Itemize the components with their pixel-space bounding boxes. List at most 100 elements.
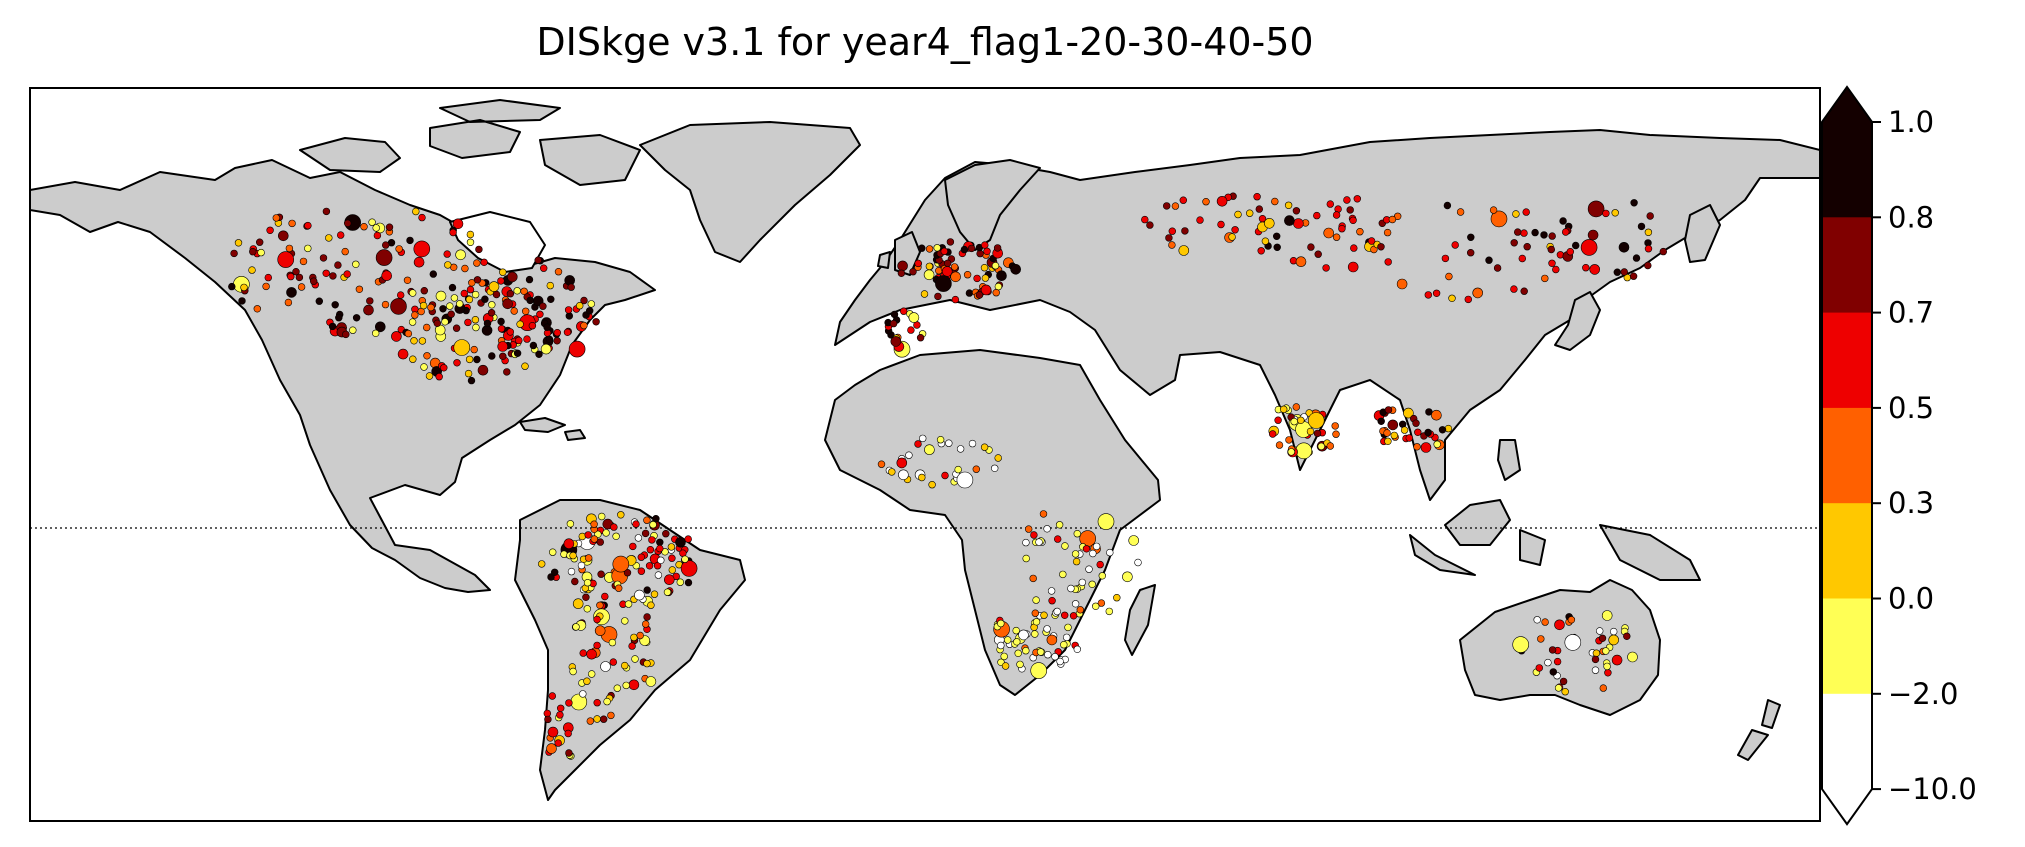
map-panel: [29, 87, 1821, 822]
station-marker: [456, 300, 464, 308]
station-marker: [603, 697, 611, 706]
station-marker: [1591, 666, 1600, 674]
station-marker: [936, 436, 945, 444]
station-marker: [1165, 234, 1173, 242]
station-marker: [1113, 593, 1121, 602]
station-marker: [610, 523, 618, 531]
station-marker: [1412, 419, 1420, 427]
station-marker: [1592, 649, 1601, 657]
station-marker: [1022, 554, 1030, 563]
station-marker: [963, 271, 972, 279]
station-marker: [934, 292, 942, 301]
colorbar-tick-label: 1.0: [1888, 105, 1934, 139]
station-marker: [994, 282, 1003, 291]
station-marker: [668, 554, 676, 562]
colorbar-bin: [1822, 217, 1872, 314]
colorbar-bin: [1822, 312, 1872, 409]
station-marker: [1297, 416, 1305, 424]
station-marker: [488, 352, 496, 360]
station-marker: [1088, 580, 1096, 588]
station-marker: [654, 571, 663, 579]
station-marker: [1307, 412, 1325, 429]
greenland: [639, 121, 861, 263]
station-marker: [1022, 538, 1030, 547]
station-marker: [1347, 261, 1359, 273]
station-marker: [1031, 609, 1040, 617]
station-marker: [657, 556, 665, 564]
station-marker: [1307, 243, 1315, 251]
station-marker: [481, 295, 489, 303]
station-marker: [991, 262, 1000, 270]
station-marker: [466, 238, 475, 247]
station-marker: [1448, 294, 1456, 302]
station-marker: [253, 305, 261, 313]
station-marker: [526, 296, 534, 305]
station-marker: [433, 319, 441, 327]
station-marker: [632, 520, 640, 528]
station-marker: [1438, 426, 1447, 434]
station-marker: [502, 298, 513, 310]
station-marker: [965, 289, 974, 297]
station-marker: [1261, 237, 1270, 245]
station-marker: [1010, 263, 1022, 275]
station-marker: [1322, 264, 1330, 272]
station-marker: [262, 282, 270, 291]
station-marker: [997, 619, 1005, 628]
station-marker: [945, 439, 953, 447]
station-marker: [335, 314, 343, 322]
station-marker: [1485, 256, 1493, 264]
station-marker: [521, 362, 529, 370]
station-marker: [916, 334, 925, 342]
station-marker: [304, 244, 312, 253]
station-marker: [343, 270, 351, 278]
station-marker: [322, 269, 330, 277]
station-marker: [1623, 632, 1631, 640]
station-marker: [418, 337, 427, 345]
station-marker: [587, 300, 595, 308]
new-zealand: [1737, 699, 1781, 761]
station-marker: [1405, 434, 1414, 442]
station-marker: [1061, 542, 1069, 550]
station-marker: [1024, 525, 1033, 533]
station-marker: [572, 623, 580, 631]
station-marker: [1092, 542, 1101, 551]
station-marker: [466, 285, 475, 294]
station-marker: [622, 681, 630, 690]
colorbar-tick-label: −10.0: [1888, 772, 1977, 806]
station-marker: [1537, 635, 1545, 643]
station-marker: [1072, 557, 1081, 566]
station-marker: [1279, 405, 1288, 413]
station-marker: [590, 520, 598, 528]
station-marker: [593, 715, 601, 723]
station-marker: [1228, 233, 1236, 241]
station-marker: [465, 355, 474, 364]
station-marker: [553, 337, 561, 345]
station-marker: [529, 341, 538, 350]
station-marker: [1285, 436, 1293, 444]
station-marker: [583, 677, 591, 685]
station-marker: [584, 554, 593, 562]
station-marker: [287, 272, 295, 281]
station-marker: [1611, 209, 1619, 217]
station-marker: [565, 699, 573, 707]
caribbean-islands: [519, 417, 586, 441]
station-marker: [914, 440, 922, 448]
station-marker: [1268, 430, 1277, 438]
station-marker: [1512, 210, 1520, 218]
station-marker: [1644, 228, 1653, 237]
station-marker: [397, 291, 405, 299]
station-marker: [1613, 268, 1622, 276]
station-marker: [1171, 202, 1180, 210]
station-marker: [450, 294, 459, 302]
station-marker: [641, 620, 650, 628]
station-marker: [630, 633, 638, 642]
station-marker: [1064, 623, 1072, 632]
station-marker: [628, 679, 640, 691]
station-marker: [1253, 193, 1261, 201]
station-marker: [950, 271, 961, 283]
station-marker: [597, 512, 606, 521]
station-marker: [510, 307, 518, 315]
station-marker: [620, 661, 629, 670]
station-marker: [1343, 196, 1351, 204]
station-marker: [1016, 660, 1024, 669]
